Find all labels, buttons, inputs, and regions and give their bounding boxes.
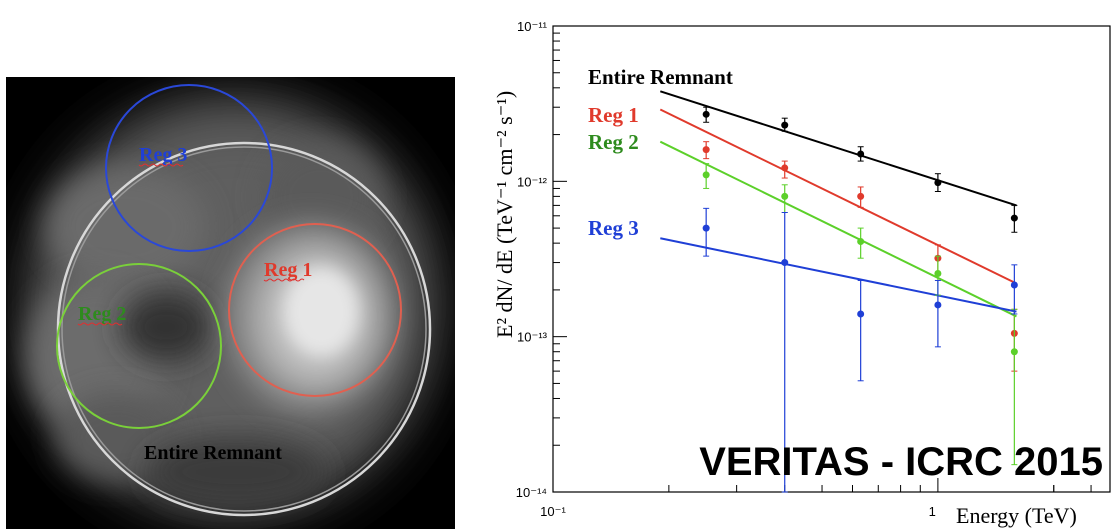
data-point <box>857 150 865 158</box>
chart-annotation: VERITAS - ICRC 2015 <box>699 440 1103 484</box>
data-point <box>934 179 942 187</box>
spectrum-chart: 10⁻¹⁴ 10⁻¹³ 10⁻¹² 10⁻¹¹ 10⁻¹ 1 E² dN/ dE (TeV… <box>482 0 1118 529</box>
spectrum-chart-svg: 10⁻¹⁴ 10⁻¹³ 10⁻¹² 10⁻¹¹ 10⁻¹ 1 E² dN/ dE (TeV… <box>492 19 1111 528</box>
data-point <box>857 192 865 200</box>
reg3-squiggle <box>138 163 184 167</box>
data-point <box>1010 214 1018 222</box>
x-tick-label: 1 <box>929 504 936 519</box>
y-tick-label: 10⁻¹² <box>517 174 548 189</box>
data-point <box>781 192 789 200</box>
data-point <box>857 237 865 245</box>
y-tick-label: 10⁻¹¹ <box>517 19 548 34</box>
data-point <box>857 310 865 318</box>
reg1-circle <box>228 223 402 397</box>
fit-lines-layer <box>659 90 1017 318</box>
data-point <box>702 224 710 232</box>
sky-map-svg: Reg 3 Reg 1 Reg 2 Entire Remnant <box>26 84 436 517</box>
reg2-squiggle <box>77 322 123 326</box>
data-point <box>781 121 789 129</box>
data-point <box>702 171 710 179</box>
fit-line-entire-remnant <box>659 90 1017 207</box>
data-point <box>781 259 789 267</box>
entire-remnant-label: Entire Remnant <box>144 442 282 464</box>
x-axis-title: Energy (TeV) <box>956 503 1077 528</box>
data-point <box>702 110 710 118</box>
data-point <box>702 146 710 154</box>
reg2-circle <box>56 263 222 429</box>
reg1-squiggle <box>263 278 305 282</box>
data-point <box>1010 281 1018 289</box>
data-point <box>934 270 942 278</box>
y-axis-title: E² dN/ dE (TeV⁻¹ cm⁻² s⁻¹) <box>492 91 517 338</box>
legend-reg3: Reg 3 <box>588 216 639 240</box>
fit-line-reg-2 <box>659 140 1017 318</box>
axes-layer: 10⁻¹⁴ 10⁻¹³ 10⁻¹² 10⁻¹¹ 10⁻¹ 1 <box>516 19 1092 519</box>
legend-reg2: Reg 2 <box>588 130 639 154</box>
legend-reg1: Reg 1 <box>588 103 639 127</box>
plot-frame <box>552 25 1111 493</box>
data-point <box>1010 348 1018 356</box>
y-tick-label: 10⁻¹⁴ <box>516 485 547 500</box>
data-point <box>781 164 789 172</box>
legend-entire-remnant: Entire Remnant <box>588 65 733 89</box>
data-points-layer <box>702 106 1018 493</box>
data-point <box>934 301 942 309</box>
entire-remnant-circle-inner <box>61 146 427 512</box>
fit-line-reg-3 <box>660 237 1017 313</box>
fit-line-reg-1 <box>659 108 1017 285</box>
x-tick-label: 10⁻¹ <box>540 504 566 519</box>
y-tick-label: 10⁻¹³ <box>517 330 548 345</box>
reg3-label: Reg 3 <box>139 144 187 166</box>
reg1-label: Reg 1 <box>264 259 312 281</box>
sky-map-emission <box>26 97 436 517</box>
sky-map-image: Reg 3 Reg 1 Reg 2 Entire Remnant <box>6 77 455 529</box>
reg2-label: Reg 2 <box>78 303 126 325</box>
reg3-circle <box>105 84 273 252</box>
